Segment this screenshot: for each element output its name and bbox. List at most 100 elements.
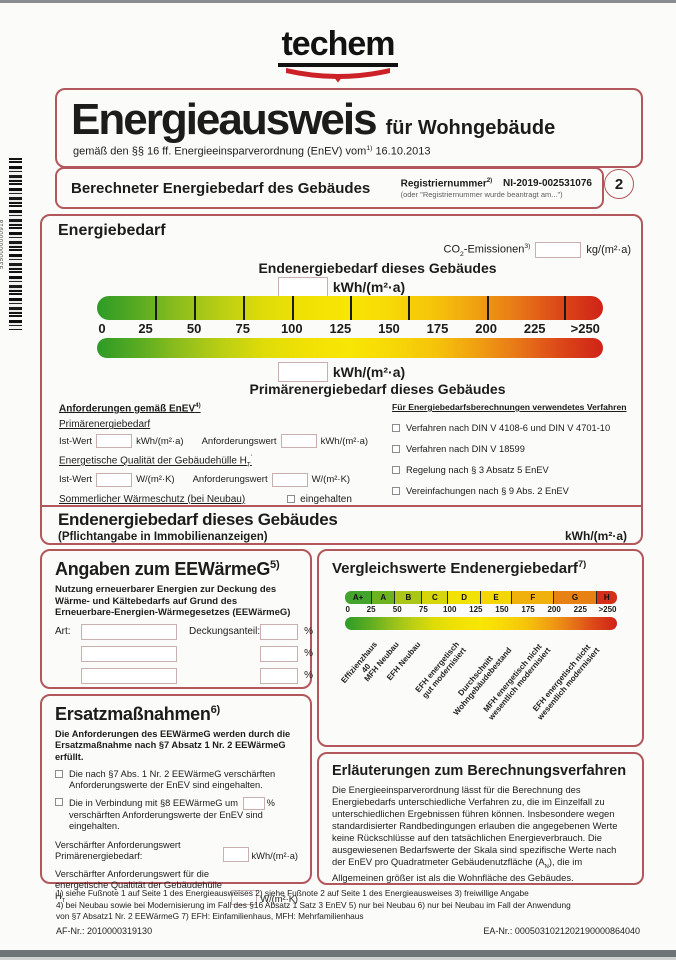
scale-label: 225 [573, 605, 587, 614]
tightened-envelope-label: Verschärfter Anforderungswert für die en… [55, 868, 222, 905]
scale-label: 25 [366, 605, 376, 614]
percent-sign: % [304, 626, 314, 638]
percent-sign: % [304, 670, 314, 682]
eewaermeg-form: Art: Deckungsanteil: % % % [55, 623, 313, 684]
scale-label: 50 [392, 605, 402, 614]
primary-actual-value-box[interactable] [96, 434, 133, 449]
registration-note: (oder "Registriernummer wurde beantragt … [400, 190, 563, 200]
ea-number: EA-Nr.: 0005031021202190000864040 [483, 925, 640, 936]
co2-value-box[interactable] [535, 242, 582, 258]
requirement-value-label: Anforderungswert [201, 435, 277, 447]
share-value-box-3[interactable] [260, 667, 299, 684]
method-checkbox-din4108[interactable] [392, 424, 400, 432]
scale-label: 175 [426, 321, 449, 336]
barcode [9, 158, 22, 330]
share-value-box-2[interactable] [260, 645, 299, 662]
envelope-values-row: Ist-Wert W/(m²·K) Anforderungswert W/(m²… [59, 472, 387, 487]
method-row: Verfahren nach DIN V 18599 [392, 444, 637, 454]
summer-heat-checkbox[interactable] [287, 495, 296, 504]
kwh-unit: kWh/(m²·a) [136, 435, 184, 447]
calculation-methods-column: Für Energiebedarfsberechnungen verwendet… [392, 402, 637, 496]
scale-label: 75 [235, 321, 250, 336]
primary-energy-scale-bar [97, 338, 603, 358]
methods-heading: Für Energiebedarfsberechnungen verwendet… [392, 402, 627, 412]
percent-value-box[interactable] [242, 797, 265, 811]
final-energy-heading: Endenergiebedarf dieses Gebäudes [258, 260, 497, 276]
scale-label: 225 [523, 321, 546, 336]
registration-block: Registriernummer2) NI-2019-002531076 (od… [401, 177, 592, 199]
class-segment: C [422, 591, 449, 604]
scale-tick [486, 296, 489, 320]
actual-value-label: Ist-Wert [59, 474, 93, 486]
law-reference-text: gemäß den §§ 16 ff. Energieeinsparverord… [73, 145, 367, 158]
envelope-requirement-value-box[interactable] [271, 472, 308, 487]
eewaermeg-description: Nutzung erneuerbarer Energien zur Deckun… [55, 584, 291, 619]
scale-label: >250 [570, 321, 600, 336]
footnote-line: 4) bei Neubau sowie bei Modernisierung i… [56, 899, 571, 910]
primary-requirement-value-box[interactable] [280, 434, 317, 449]
primary-energy-value-row: kWh/(m²·a) [42, 362, 641, 387]
substitute-checkbox-1[interactable] [55, 769, 63, 778]
substitute-measures-intro: Die Anforderungen des EEWärmeG werden du… [55, 729, 291, 762]
page-subtitle: für Wohngebäude [385, 117, 556, 139]
final-energy-unit: kWh/(m²·a) [332, 279, 406, 295]
primary-energy-value-box[interactable] [277, 362, 328, 382]
share-value-box-1[interactable] [260, 623, 299, 640]
final-energy-value-box[interactable] [277, 277, 328, 297]
scale-label: 25 [138, 321, 153, 336]
scale-tick [155, 296, 158, 320]
eewaermeg-section: Angaben zum EEWärmeG5) Nutzung erneuerba… [40, 549, 313, 689]
section-header-title: Berechneter Energiebedarf des Gebäudes [71, 179, 371, 197]
efficiency-class-band: A+ A B C D E F G H [345, 591, 617, 604]
scale-label: 0 [98, 321, 106, 336]
tightened-primary-value-box[interactable] [222, 846, 249, 862]
primary-energy-heading: Primärenergiebedarf dieses Gebäudes [249, 381, 506, 397]
comparison-heading: Vergleichswerte Endenergiebedarf7) [332, 559, 587, 577]
primary-energy-unit: kWh/(m²·a) [332, 364, 406, 380]
tightened-primary-label: Verschärfter Anforderungswert Primärener… [55, 839, 181, 861]
method-checkbox-par9[interactable] [392, 487, 400, 495]
class-segment: G [554, 591, 597, 604]
section-divider [40, 505, 643, 507]
art-value-box-3[interactable] [81, 667, 177, 684]
footnote-marker-7: 7) [577, 559, 587, 569]
techem-logo: techem [0, 26, 676, 83]
tightened-envelope-value-box[interactable] [231, 890, 258, 905]
envelope-actual-value-box[interactable] [96, 472, 133, 487]
energy-gradient-bar [97, 296, 603, 320]
requirement-value-label: Anforderungswert [192, 474, 268, 486]
scale-label: 175 [521, 605, 535, 614]
method-checkbox-par3[interactable] [392, 466, 400, 474]
art-value-box-2[interactable] [81, 645, 177, 662]
final-energy-footer-unit: kWh/(m²·a) [565, 529, 627, 543]
class-segment: B [395, 591, 423, 604]
scale-label: 100 [443, 605, 457, 614]
requirements-heading: Anforderungen gemäß EnEV4) [59, 402, 201, 415]
wk-unit: W/(m²·K) [311, 474, 351, 486]
method-label: Verfahren nach DIN V 4108-6 und DIN V 47… [406, 423, 611, 433]
method-checkbox-din18599[interactable] [392, 445, 400, 453]
method-label: Verfahren nach DIN V 18599 [406, 444, 525, 454]
substitute-measures-heading: Ersatzmaßnahmen6) [55, 704, 221, 724]
class-segment: D [448, 591, 481, 604]
scale-tick [291, 296, 294, 320]
techem-swoosh-icon [286, 67, 390, 83]
summer-heat-label: Sommerlicher Wärmeschutz (bei Neubau) [59, 493, 246, 505]
explanation-body: Die Energieeinsparverordnung lässt für d… [332, 784, 618, 883]
scale-tick [350, 296, 352, 320]
footnotes: 1) siehe Fußnote 1 auf Seite 1 des Energ… [56, 888, 640, 937]
photo-bottom-edge-light [0, 957, 676, 960]
scale-label: 100 [280, 321, 303, 336]
wk-unit: W/(m²·K) [260, 893, 298, 904]
scale-tick [564, 296, 567, 320]
kwh-unit: kWh/(m²·a) [320, 435, 369, 447]
substitute-checkbox-2[interactable] [55, 798, 63, 807]
comparison-scale-labels: 0 25 50 75 100 125 150 175 200 225 >250 [345, 605, 617, 616]
co2-emissions-row: CO2-Emissionen3) kg/(m²·a) [444, 242, 631, 258]
af-number: AF-Nr.: 2010000319130 [56, 925, 153, 936]
method-label: Vereinfachungen nach § 9 Abs. 2 EnEV [406, 486, 569, 496]
art-value-box-1[interactable] [81, 623, 177, 640]
class-segment: E [480, 591, 513, 604]
footnote-marker-6: 6) [210, 704, 221, 716]
